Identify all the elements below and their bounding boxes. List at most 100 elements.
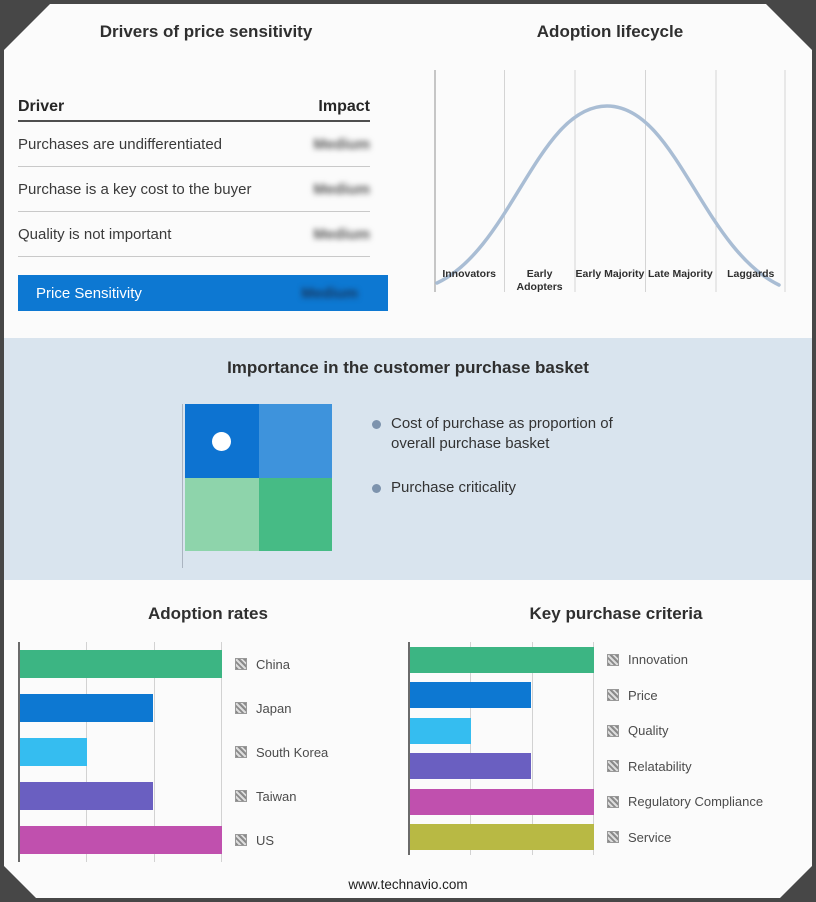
impact-value: Medium	[313, 180, 370, 198]
bar-china	[20, 650, 222, 678]
legend: Innovation Price Quality Relatability Regula…	[607, 642, 763, 855]
matrix-quadrant-3	[258, 477, 332, 551]
drivers-table: Driver Impact Purchases are undifferenti…	[18, 86, 370, 257]
stage-label-early-majority: Early Majority	[575, 268, 645, 280]
legend-swatch-icon	[607, 795, 619, 808]
driver-label: Purchases are undifferentiated	[18, 135, 223, 153]
legend-label: South Korea	[256, 744, 329, 760]
bar-row	[20, 818, 222, 862]
col-driver: Driver	[18, 98, 65, 115]
footer-url: www.technavio.com	[348, 877, 468, 892]
matrix-highlight-dot	[212, 432, 231, 451]
gridline	[470, 642, 472, 855]
bell-curve	[435, 104, 781, 287]
bar-row	[20, 686, 222, 730]
legend-swatch-icon	[235, 658, 247, 670]
lifecycle-chart: Innovators Early Adopters Early Majority…	[434, 70, 786, 296]
top-section: Drivers of price sensitivity Driver Impa…	[4, 4, 812, 338]
legend-label: Service	[628, 829, 672, 845]
impact-value: Medium	[313, 135, 370, 153]
corner-cut-bottom-left	[4, 866, 36, 898]
legend-swatch-icon	[607, 689, 619, 702]
corner-cut-top-right	[766, 4, 812, 50]
stage-labels: Innovators Early Adopters Early Majority…	[434, 268, 786, 294]
bullet-icon	[372, 420, 381, 429]
legend-label: China	[256, 656, 290, 672]
bar-area	[18, 642, 222, 862]
key-purchase-criteria-chart: Innovation Price Quality Relatability Regula…	[408, 642, 763, 855]
legend-item: Taiwan	[235, 774, 328, 818]
legend-label: US	[256, 832, 275, 848]
legend-item: Price	[607, 678, 763, 714]
stage-label-innovators: Innovators	[442, 268, 497, 280]
page: Drivers of price sensitivity Driver Impa…	[4, 4, 812, 898]
bar-relatability	[410, 753, 532, 780]
bar-us	[20, 826, 222, 854]
legend-swatch-icon	[235, 790, 247, 802]
legend-item: Relatability	[607, 749, 763, 785]
legend-item: Innovation	[607, 642, 763, 678]
list-item: Purchase criticality	[372, 478, 642, 498]
bar-row	[410, 642, 594, 678]
legend-swatch-icon	[607, 760, 619, 773]
bullet-icon	[372, 484, 381, 493]
bar-row	[20, 642, 222, 686]
matrix-quadrant-2	[185, 477, 259, 551]
table-row: Purchase is a key cost to the buyer Medi…	[18, 167, 370, 212]
stage-label-early-adopters: Early Adopters	[516, 268, 563, 293]
price-sensitivity-bar: Price Sensitivity Medium	[18, 275, 388, 311]
drivers-table-header: Driver Impact	[18, 86, 370, 122]
table-row: Quality is not important Medium	[18, 212, 370, 257]
lifecycle-title: Adoption lifecycle	[536, 22, 684, 41]
bar-innovation	[410, 646, 594, 673]
legend-item: Japan	[235, 686, 328, 730]
adoption-rates-title: Adoption rates	[148, 604, 268, 623]
drivers-title: Drivers of price sensitivity	[99, 22, 313, 41]
summary-label: Price Sensitivity	[36, 284, 142, 302]
bell-curve-svg	[434, 70, 786, 292]
bar-quality	[410, 717, 471, 744]
bar-row	[410, 713, 594, 749]
impact-value: Medium	[313, 225, 370, 243]
bullet-text: Purchase criticality	[391, 479, 517, 496]
bar-area	[408, 642, 594, 855]
legend-item: South Korea	[235, 730, 328, 774]
legend-item: US	[235, 818, 328, 862]
legend: China Japan South Korea Taiwan US	[235, 642, 328, 862]
legend-swatch-icon	[235, 746, 247, 758]
bar-south-korea	[20, 738, 87, 766]
table-row: Purchases are undifferentiated Medium	[18, 122, 370, 167]
gridline	[593, 642, 594, 855]
legend-label: Relatability	[628, 758, 692, 774]
legend-item: Service	[607, 820, 763, 856]
legend-item: China	[235, 642, 328, 686]
bar-row	[410, 820, 594, 856]
legend-swatch-icon	[607, 724, 619, 737]
matrix-axis-line	[182, 404, 183, 568]
adoption-rates-chart: China Japan South Korea Taiwan US	[18, 642, 328, 862]
legend-label: Japan	[256, 700, 292, 716]
bottom-section: Adoption rates Key purchase criteria Chi…	[4, 580, 812, 898]
driver-label: Purchase is a key cost to the buyer	[18, 180, 252, 198]
bar-japan	[20, 694, 154, 722]
legend-label: Regulatory Compliance	[628, 794, 764, 810]
legend-label: Taiwan	[256, 788, 297, 804]
bullet-text: Cost of purchase as proportion of overal…	[391, 415, 613, 452]
legend-label: Innovation	[628, 652, 688, 668]
gridline	[531, 642, 533, 855]
key-purchase-criteria-title: Key purchase criteria	[529, 604, 703, 623]
gridline	[86, 642, 88, 862]
driver-label: Quality is not important	[18, 225, 172, 243]
bar-row	[410, 678, 594, 714]
legend-swatch-icon	[235, 834, 247, 846]
legend-label: Quality	[628, 723, 669, 739]
matrix-quadrant-1	[258, 404, 332, 478]
summary-impact-value: Medium	[301, 284, 358, 302]
bar-row	[20, 730, 222, 774]
drivers-panel: Drivers of price sensitivity Driver Impa…	[4, 4, 408, 338]
bar-price	[410, 682, 532, 709]
bar-row	[410, 784, 594, 820]
legend-item: Regulatory Compliance	[607, 784, 763, 820]
gridline	[221, 642, 222, 862]
